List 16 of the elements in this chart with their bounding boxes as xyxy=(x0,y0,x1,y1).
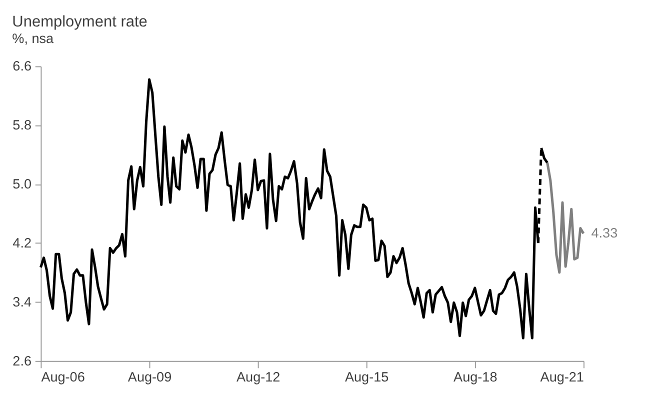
x-tick-label: Aug-06 xyxy=(41,370,85,385)
y-tick-label: 5.8 xyxy=(12,118,32,133)
x-tick-label: Aug-15 xyxy=(344,370,389,385)
data-label: 4.33 xyxy=(591,225,618,240)
x-tick-label: Aug-12 xyxy=(236,370,280,385)
x-tick-label: Aug-18 xyxy=(454,370,498,385)
x-tick-label: Aug-09 xyxy=(128,370,172,385)
y-tick-label: 5.0 xyxy=(12,176,32,192)
chart-title: Unemployment rate xyxy=(12,14,148,31)
y-tick-label: 4.2 xyxy=(12,235,32,250)
chart-subtitle: %, nsa xyxy=(12,30,54,46)
y-tick-label: 3.4 xyxy=(12,294,32,310)
line-series xyxy=(546,161,585,274)
y-tick-label: 6.6 xyxy=(12,58,32,74)
x-tick-label: Aug-21 xyxy=(540,370,584,385)
y-tick-label: 2.6 xyxy=(12,353,32,368)
